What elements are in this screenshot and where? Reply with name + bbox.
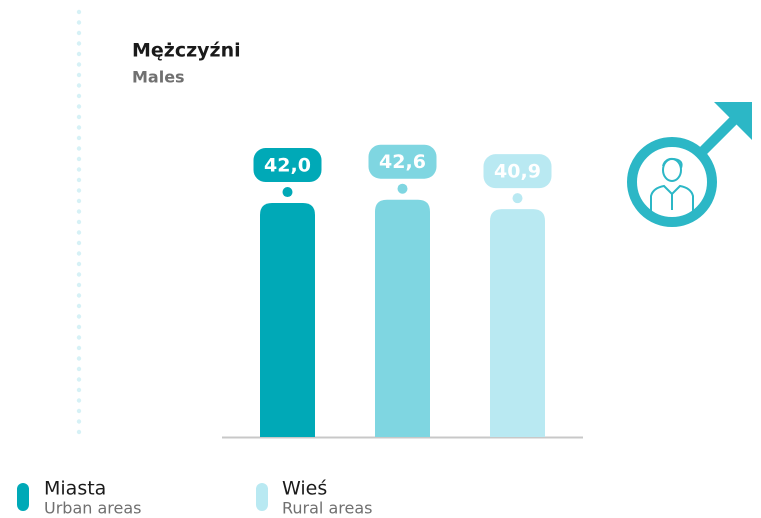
guide-dot xyxy=(76,125,82,130)
guide-dot xyxy=(76,398,82,403)
guide-dot xyxy=(76,408,82,414)
guide-dot xyxy=(76,429,82,435)
guide-dot xyxy=(76,303,82,309)
bar xyxy=(375,199,430,437)
legend-swatch xyxy=(17,483,29,511)
guide-dot xyxy=(76,261,82,267)
guide-dot xyxy=(76,51,82,57)
guide-dot xyxy=(76,93,82,99)
guide-dot xyxy=(76,419,82,424)
label-pill xyxy=(483,154,552,189)
legend-sublabel: Urban areas xyxy=(44,499,142,518)
legend-sublabel: Rural areas xyxy=(282,499,372,518)
guide-dot xyxy=(76,387,82,393)
male-icon xyxy=(627,102,752,227)
guide-dot xyxy=(76,146,82,151)
guide-dot xyxy=(76,324,82,330)
label-pill xyxy=(368,144,437,179)
guide-dot xyxy=(76,272,82,277)
guide-dot xyxy=(76,177,82,183)
guide-dot xyxy=(76,83,82,88)
guide-dot xyxy=(76,282,82,288)
guide-dot xyxy=(76,30,82,36)
legend-label: Wieś xyxy=(282,478,327,500)
guide-dot xyxy=(76,104,82,109)
guide-dot xyxy=(76,9,82,15)
guide-dot xyxy=(76,377,82,382)
guide-dot xyxy=(76,356,82,361)
guide-dot xyxy=(76,62,82,67)
label-pill xyxy=(253,148,322,183)
guide-dot xyxy=(76,293,82,298)
guide-dot xyxy=(76,41,82,46)
guide-dot xyxy=(76,114,82,120)
guide-dot xyxy=(76,335,82,340)
guide-dot xyxy=(76,20,82,25)
guide-dot xyxy=(76,230,82,235)
label-dot xyxy=(282,187,293,198)
guide-dot xyxy=(76,209,82,214)
value-label: 40,9 xyxy=(494,161,541,183)
guide-dot xyxy=(76,240,82,246)
guide-dot xyxy=(76,72,82,78)
guide-dot xyxy=(76,314,82,319)
guide-dot xyxy=(76,135,82,141)
guide-dot xyxy=(76,167,82,172)
value-label: 42,6 xyxy=(379,151,426,173)
guide-dot xyxy=(76,156,82,162)
guide-dot xyxy=(76,251,82,256)
bar xyxy=(260,203,315,437)
guide-dot xyxy=(76,188,82,193)
bar xyxy=(490,209,545,437)
legend-swatch xyxy=(256,483,268,511)
chart-subtitle: Males xyxy=(132,68,185,87)
label-dot xyxy=(397,183,408,194)
chart-title: Mężczyźni xyxy=(132,40,241,62)
guide-dot xyxy=(76,345,82,351)
value-label: 42,0 xyxy=(264,155,311,177)
guide-dot xyxy=(76,219,82,225)
dotted-guide xyxy=(76,9,82,435)
guide-dot xyxy=(76,198,82,204)
guide-dot xyxy=(76,366,82,372)
label-dot xyxy=(512,193,523,204)
legend-label: Miasta xyxy=(44,478,106,500)
